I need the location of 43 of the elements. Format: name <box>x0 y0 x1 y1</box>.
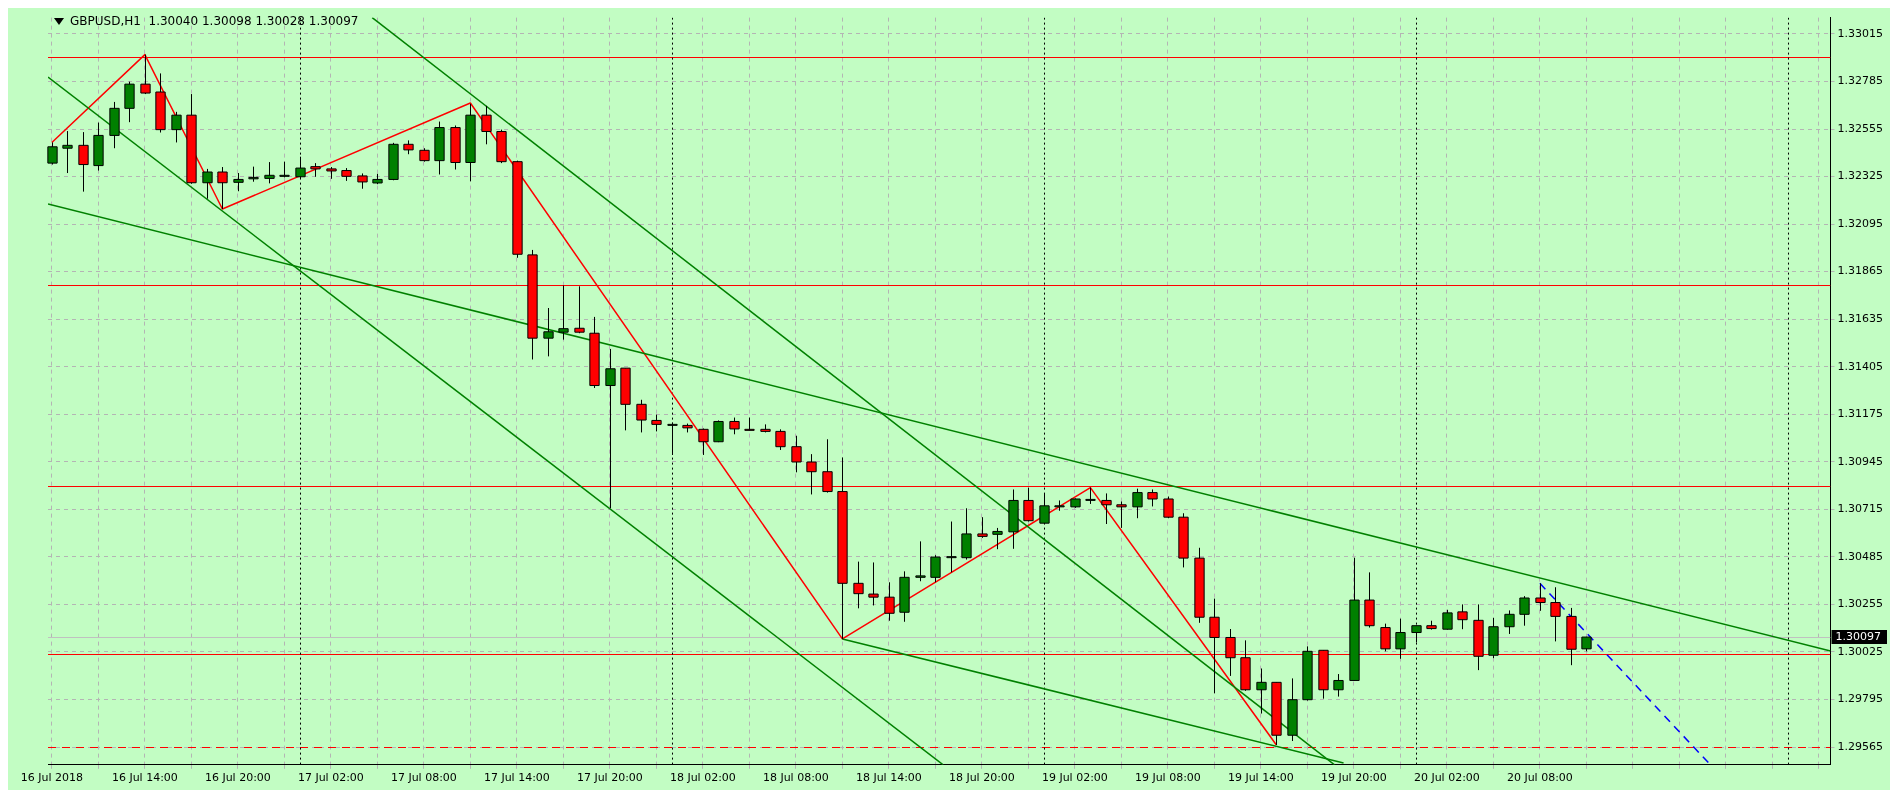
x-tick-label: 16 Jul 20:00 <box>204 771 271 785</box>
candlestick <box>47 141 58 166</box>
y-tick-label: 1.32095 <box>1837 216 1884 230</box>
x-tick-label: 20 Jul 08:00 <box>1506 771 1573 785</box>
y-tick-label: 1.29565 <box>1837 739 1884 753</box>
y-tick-label: 1.30945 <box>1837 454 1884 468</box>
x-tick-label: 19 Jul 02:00 <box>1041 771 1108 785</box>
x-tick-label: 18 Jul 14:00 <box>855 771 922 785</box>
y-tick-label: 1.30255 <box>1837 597 1884 611</box>
x-tick-label: 20 Jul 02:00 <box>1413 771 1480 785</box>
y-tick-label: 1.31405 <box>1837 359 1884 373</box>
x-tick-label: 17 Jul 08:00 <box>390 771 457 785</box>
ref-line-label: 1.30097 <box>1835 629 1882 643</box>
x-tick-label: 19 Jul 20:00 <box>1320 771 1387 785</box>
chart-title: GBPUSD,H1 1.30040 1.30098 1.30028 1.30097 <box>70 14 359 28</box>
candlestick <box>605 348 616 509</box>
y-tick-label: 1.31175 <box>1837 407 1884 421</box>
y-tick-label: 1.32785 <box>1837 74 1884 88</box>
x-tick-label: 18 Jul 20:00 <box>948 771 1015 785</box>
y-tick-label: 1.30025 <box>1837 644 1884 658</box>
y-tick-label: 1.29795 <box>1837 692 1884 706</box>
x-tick-label: 17 Jul 14:00 <box>483 771 550 785</box>
x-tick-label: 19 Jul 14:00 <box>1227 771 1294 785</box>
x-tick-label: 16 Jul 2018 <box>20 771 84 785</box>
y-tick-label: 1.32325 <box>1837 169 1884 183</box>
candlestick <box>915 540 926 582</box>
y-tick-label: 1.30485 <box>1837 549 1884 563</box>
y-tick-label: 1.33015 <box>1837 26 1884 40</box>
x-tick-label: 17 Jul 20:00 <box>576 771 643 785</box>
candlestick <box>1442 609 1453 631</box>
x-tick-label: 16 Jul 14:00 <box>111 771 178 785</box>
candlestick <box>977 516 988 539</box>
candlestick <box>558 284 569 341</box>
y-tick-label: 1.31635 <box>1837 312 1884 326</box>
y-tick-label: 1.30715 <box>1837 502 1884 516</box>
x-tick-label: 18 Jul 08:00 <box>762 771 829 785</box>
y-tick-label: 1.32555 <box>1837 121 1884 135</box>
candlestick <box>543 307 554 357</box>
x-tick-label: 18 Jul 02:00 <box>669 771 736 785</box>
y-tick-label: 1.31865 <box>1837 264 1884 278</box>
candlestick <box>1550 586 1561 642</box>
x-tick-label: 19 Jul 08:00 <box>1134 771 1201 785</box>
x-tick-label: 17 Jul 02:00 <box>297 771 364 785</box>
